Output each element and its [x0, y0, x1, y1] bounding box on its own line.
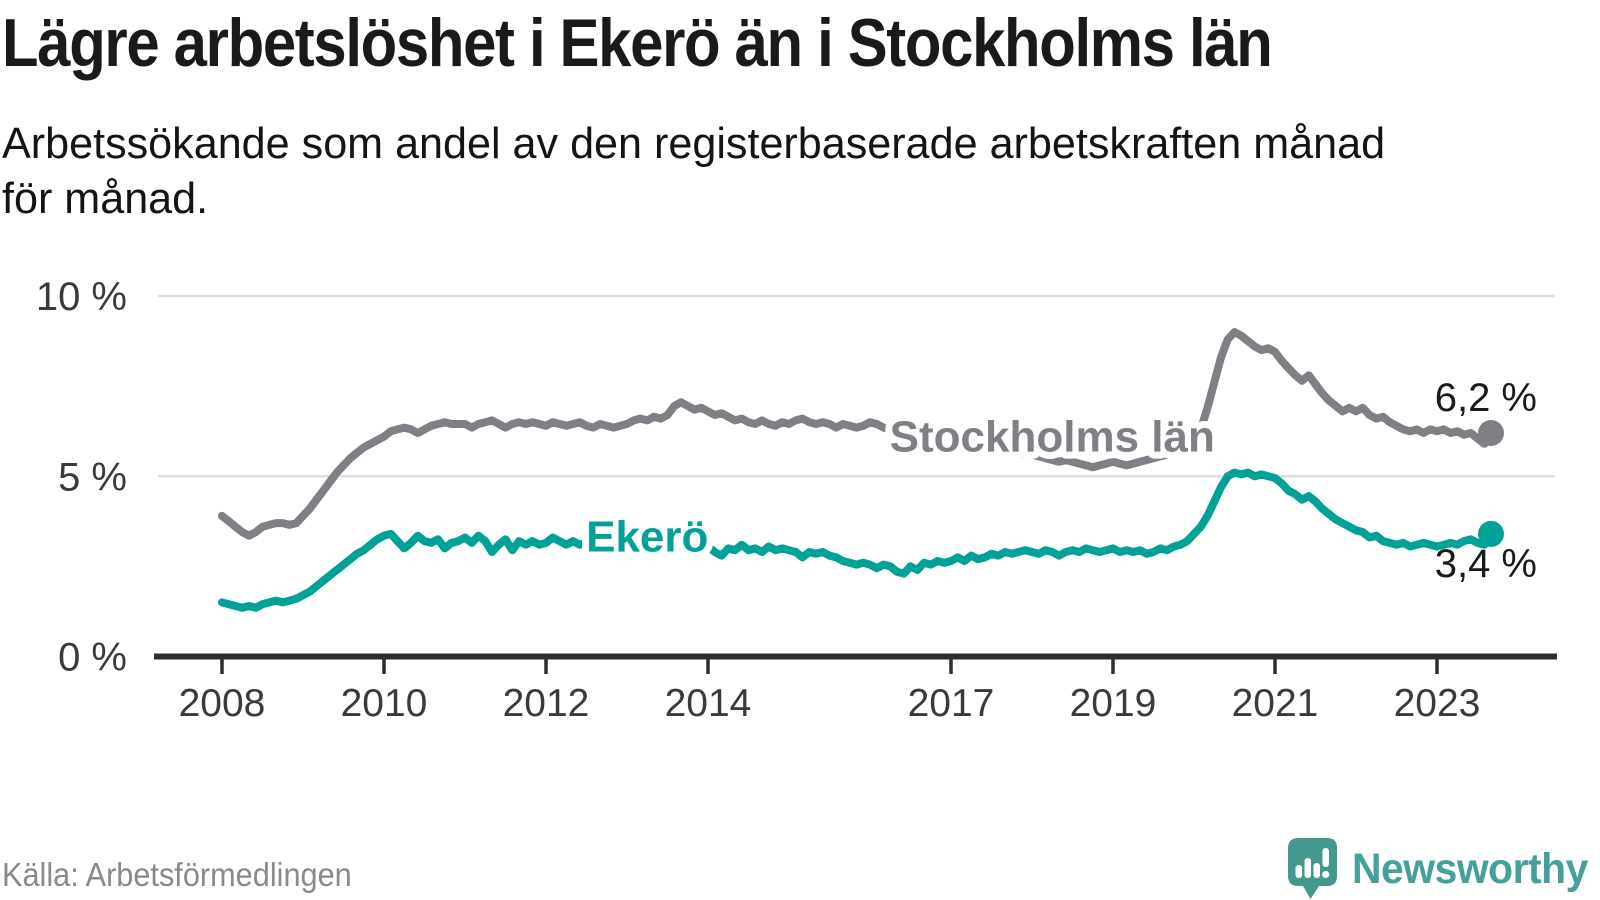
value-annotation-eker-: 3,4 %: [1435, 542, 1537, 586]
speech-bubble-shape: [1288, 838, 1337, 899]
gridlines: [158, 294, 1555, 478]
logo-bar-2: [1304, 858, 1311, 878]
series-end-dot-stockholms-l-n: [1478, 419, 1504, 446]
y-tick-label: 5 %: [58, 455, 127, 499]
logo-exclamation-dot: [1322, 870, 1330, 879]
series-stockholms-l-n: Stockholms län 6,2 %: [218, 328, 1537, 540]
series-label-stockholms-l-n: Stockholms län: [890, 413, 1215, 462]
x-tick-label: 2014: [665, 682, 752, 725]
value-annotation-stockholms-l-n: 6,2 %: [1435, 376, 1537, 420]
logo-bar-3: [1313, 863, 1320, 878]
logo-bar-1: [1295, 865, 1302, 878]
series-label-eker-: Ekerö: [586, 512, 708, 561]
x-tick-label: 2017: [908, 682, 995, 725]
newsworthy-logo-icon: [1288, 838, 1337, 899]
newsworthy-brand: Newsworthy: [1288, 838, 1600, 900]
x-tick-label: 2021: [1232, 682, 1319, 725]
y-axis-labels: 0 % 5 % 10 %: [36, 275, 127, 680]
x-tick-label: 2008: [179, 682, 266, 725]
series-end-dot-eker-: [1478, 520, 1504, 547]
y-tick-label: 0 %: [58, 636, 127, 680]
x-tick-label: 2010: [341, 682, 428, 725]
source-note: Källa: Arbetsförmedlingen: [2, 856, 352, 893]
series-line-stockholms-l-n: [218, 328, 1495, 540]
page-title: Lägre arbetslöshet i Ekerö än i Stockhol…: [2, 5, 1273, 81]
y-tick-label: 10 %: [36, 275, 127, 319]
brand-wordmark: Newsworthy: [1352, 844, 1588, 893]
x-tick-label: 2012: [503, 682, 590, 725]
chart-subtitle: Arbetssökande som andel av den registerb…: [2, 119, 1386, 224]
series-line-eker-: [218, 468, 1495, 612]
x-tick-label: 2023: [1394, 682, 1481, 725]
logo-exclamation-bar: [1322, 848, 1329, 867]
x-tick-label: 2019: [1070, 682, 1157, 725]
series-eker-: Ekerö 3,4 %: [218, 468, 1537, 612]
x-axis: 2008 2010 2012 2014 2017 2019 2021 2023: [154, 653, 1557, 725]
